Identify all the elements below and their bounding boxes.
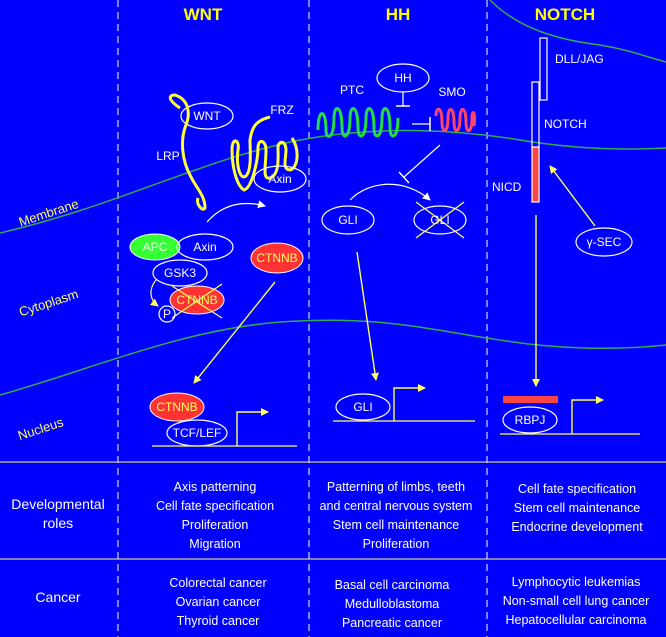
ctnnb-degraded-label: CTNNB xyxy=(176,293,217,307)
wnt-cancer: Thyroid cancer xyxy=(177,614,260,628)
gsk3-oval xyxy=(152,259,208,287)
axin-translocation-arrow xyxy=(206,200,266,223)
apc-label: APC xyxy=(143,240,168,254)
notch-receptor-bar xyxy=(531,81,540,148)
smo-label: SMO xyxy=(438,85,465,99)
notch-cell-membrane-line xyxy=(489,0,666,63)
wnt-transcription-arrow xyxy=(236,408,269,446)
dll-jag-label: DLL/JAG xyxy=(555,52,604,66)
hh-cancer: Medulloblastoma xyxy=(345,597,440,611)
notch-transcription-arrow xyxy=(571,396,604,434)
nicd-label: NICD xyxy=(492,180,522,194)
notch-role: Stem cell maintenance xyxy=(514,501,641,515)
axin-membrane-oval xyxy=(253,165,307,193)
tcf-lef-label: TCF/LEF xyxy=(173,426,222,440)
axin-membrane-label: Axin xyxy=(268,172,291,186)
hh-cancer: Pancreatic cancer xyxy=(342,616,442,630)
ctnnb-free-label: CTNNB xyxy=(256,251,297,265)
notch-role: Cell fate specification xyxy=(518,482,636,496)
ptc-receptor xyxy=(316,107,400,138)
wnt-ligand-label: WNT xyxy=(193,109,221,123)
gli-active-oval xyxy=(321,205,375,235)
membrane-label: Membrane xyxy=(17,196,81,229)
nuclear-membrane-line xyxy=(0,319,666,396)
gamma-sec-oval xyxy=(575,227,633,257)
lrp-label: LRP xyxy=(156,149,179,163)
ctnnb-degraded-cross-1 xyxy=(171,285,223,319)
nicd-nucleus-bar xyxy=(503,396,558,403)
rbpj-label: RBPJ xyxy=(515,413,546,427)
wnt-cancer: Ovarian cancer xyxy=(176,595,261,609)
smo-receptor xyxy=(434,107,477,132)
notch-label: NOTCH xyxy=(544,117,587,131)
phosphate-label: P xyxy=(163,307,171,321)
nicd-bar xyxy=(531,146,540,203)
wnt-role: Cell fate specification xyxy=(156,499,274,513)
phosphate-oval xyxy=(158,305,176,323)
ptc-label: PTC xyxy=(340,83,364,97)
gamma-sec-cleavage-arrow xyxy=(549,165,596,227)
frizzled-receptor xyxy=(230,115,299,192)
header-hh: HH xyxy=(386,5,411,24)
axin-cyto-oval xyxy=(176,233,234,261)
smo-gli-inhibition-bar xyxy=(398,171,410,184)
gli-nuclear-translocation-arrow xyxy=(356,251,379,381)
plasma-membrane-line xyxy=(0,129,666,234)
notch-cancer: Hepatocellular carcinoma xyxy=(505,613,646,627)
notch-cancer: Non-small cell lung cancer xyxy=(503,594,650,608)
header-wnt: WNT xyxy=(184,5,223,24)
gsk3-label: GSK3 xyxy=(164,266,196,280)
developmental-roles-label-line-2: roles xyxy=(43,515,73,531)
notch-cancer: Lymphocytic leukemias xyxy=(512,575,641,589)
hh-role: Stem cell maintenance xyxy=(333,518,460,532)
wnt-role: Axis patterning xyxy=(174,480,257,494)
apc-oval xyxy=(129,233,181,261)
cancer-label: Cancer xyxy=(35,589,80,605)
cytoplasm-label: Cytoplasm xyxy=(17,286,80,319)
axin-cyto-label: Axin xyxy=(193,240,216,254)
frz-label: FRZ xyxy=(270,103,293,117)
gli-nucleus-label: GLI xyxy=(353,400,372,414)
ctnnb-free-oval xyxy=(250,242,304,274)
rbpj-oval xyxy=(502,406,558,434)
ctnnb-nucleus-oval xyxy=(149,392,205,422)
hh-cancer: Basal cell carcinoma xyxy=(335,578,450,592)
wnt-cancer: Colorectal cancer xyxy=(169,576,266,590)
gli-inactive-oval xyxy=(413,205,467,235)
gli-active-label: GLI xyxy=(338,213,357,227)
hh-transcription-arrow xyxy=(393,384,426,421)
smo-gli-inhibition-line xyxy=(403,144,441,178)
gli-nucleus-oval xyxy=(335,393,391,421)
nucleus-label: Nucleus xyxy=(16,414,66,443)
wnt-role: Migration xyxy=(189,537,240,551)
ctnnb-nucleus-label: CTNNB xyxy=(156,400,197,414)
gamma-sec-label: γ-SEC xyxy=(587,235,622,249)
phosphorylation-arrow xyxy=(150,279,159,307)
notch-role: Endocrine development xyxy=(511,520,643,534)
hh-role: Proliferation xyxy=(363,537,430,551)
header-notch: NOTCH xyxy=(535,5,595,24)
wnt-role: Proliferation xyxy=(182,518,249,532)
hh-role: and central nervous system xyxy=(320,499,473,513)
ctnnb-nuclear-translocation-arrow xyxy=(193,281,276,384)
wnt-ligand-oval xyxy=(180,102,234,130)
developmental-roles-label-line-1: Developmental xyxy=(11,496,104,512)
gli-inactive-cross-2 xyxy=(415,201,465,239)
lrp-receptor xyxy=(168,93,207,211)
dll-jag-receptor-bar xyxy=(539,37,548,101)
hh-role: Patterning of limbs, teeth xyxy=(327,480,465,494)
hh-ligand-label: HH xyxy=(394,71,411,85)
ctnnb-degraded-cross-2 xyxy=(171,283,223,319)
gli-conversion-arrow xyxy=(349,183,431,201)
